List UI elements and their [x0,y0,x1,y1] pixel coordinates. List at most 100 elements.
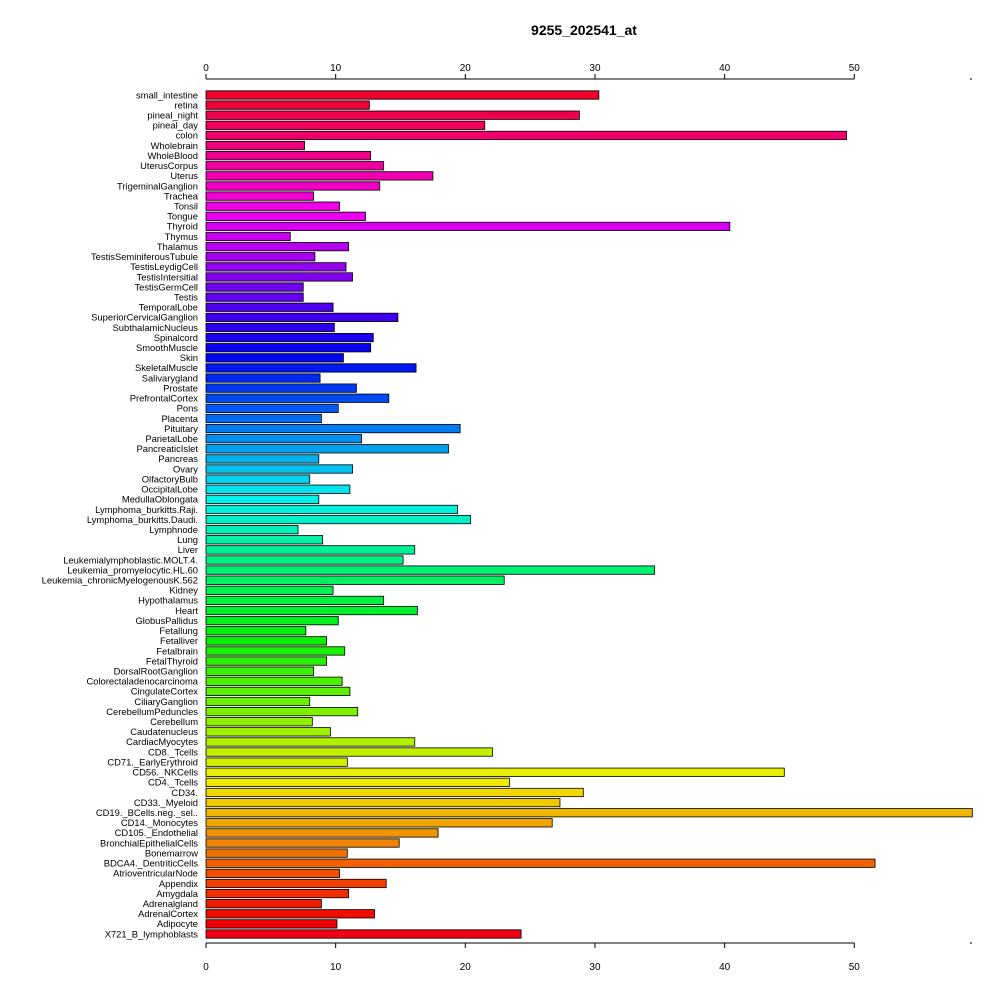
bar [205,322,335,333]
bar [205,838,400,848]
bar [205,787,584,798]
category-label: TestisLeydigCell [130,261,198,272]
bar [205,201,340,211]
category-label: retina [175,99,199,110]
bar [205,332,374,343]
bar [205,211,366,221]
category-label: CiliaryGanglion [134,696,198,707]
category-label: Bonemarrow [145,847,198,858]
category-label: Salivarygland [142,372,198,383]
tick-label: 30 [589,63,601,74]
category-label: Liver [178,544,198,555]
category-label: Hypothalamus [138,595,198,606]
bar [205,403,339,413]
tick-label: 50 [849,63,861,74]
bar [205,474,311,484]
category-label: CD56._NKCells [132,767,198,778]
bar [205,393,390,403]
bar [205,171,434,181]
bar [205,797,561,808]
category-label: Pituitary [164,423,198,434]
category-label: Tonsil [174,200,198,211]
bar [205,110,580,120]
category-label: Thalamus [157,241,198,252]
category-label: TrigeminalGanglion [117,180,198,191]
category-label: Appendix [159,878,198,889]
category-label: GlobusPallidus [135,615,198,626]
category-label: Heart [175,605,198,616]
bar [205,231,291,242]
bar [205,221,731,232]
category-label: UterusCorpus [140,160,198,171]
x-axis-bottom: 0 10 20 30 40 50 [203,942,972,973]
bar [205,575,505,585]
bar [205,292,304,302]
category-label: Amygdala [156,888,198,899]
bar [205,100,370,110]
bar [205,464,353,474]
bar [205,555,404,565]
category-label: Wholebrain [151,140,198,151]
category-label: TestisGermCell [134,281,198,292]
category-label: colon [176,130,198,141]
bar [205,454,320,464]
bar [205,828,439,838]
bar [205,899,322,909]
tick-label: 10 [330,63,342,74]
tick-label: 0 [203,63,209,74]
category-label: AdrenalCortex [138,908,198,919]
bar [205,262,347,272]
bar [205,525,299,535]
category-label: Spinalcord [154,332,198,343]
bar [205,434,362,444]
bar [205,514,471,525]
tick-label: 40 [719,962,731,973]
tick-label: 0 [203,962,209,973]
bar [205,535,324,545]
bar [205,878,387,889]
bars-group [205,90,973,939]
category-label: Thyroid [167,221,198,232]
category-label: SmoothMuscle [136,342,198,353]
category-label: TestisIntersitial [137,271,198,282]
category-label: CD14._Monocytes [121,817,198,828]
category-label: PrefrontalCortex [130,393,199,404]
bar [205,120,486,130]
category-label: Pancreas [158,453,198,464]
bar [205,616,339,626]
category-label: Lymphnode [149,524,198,535]
category-label: small_intestine [136,89,198,100]
bar [205,626,307,636]
category-label: CerebellumPeduncles [106,706,198,717]
category-label: Placenta [162,413,199,424]
bar [205,423,461,434]
bar [205,363,417,373]
bar [205,747,493,757]
bar [205,868,340,878]
bar [205,696,311,707]
chart-title: 9255_202541_at [531,22,637,38]
bar [205,302,334,312]
category-label: FetalThyroid [146,655,198,666]
bar [205,909,375,919]
category-label: Trachea [164,190,199,201]
bar [205,717,313,727]
category-label: AtrioventricularNode [113,868,198,879]
category-label: pineal_day [153,120,199,131]
tick-label: 10 [330,962,342,973]
bar [205,504,458,515]
category-label: Lung [177,534,198,545]
bar [205,312,399,322]
category-label: CD33._Myeloid [134,797,198,808]
category-label: Uterus [170,170,198,181]
bar [205,282,304,292]
category-label: Tongue [167,211,198,222]
bar [205,777,510,787]
bar [205,929,522,939]
category-label: Fetalbrain [156,645,198,656]
tick-label: 20 [460,63,472,74]
bar [205,444,449,454]
bar [205,140,305,151]
bar [205,181,381,191]
category-label: SubthalamicNucleus [113,322,199,333]
